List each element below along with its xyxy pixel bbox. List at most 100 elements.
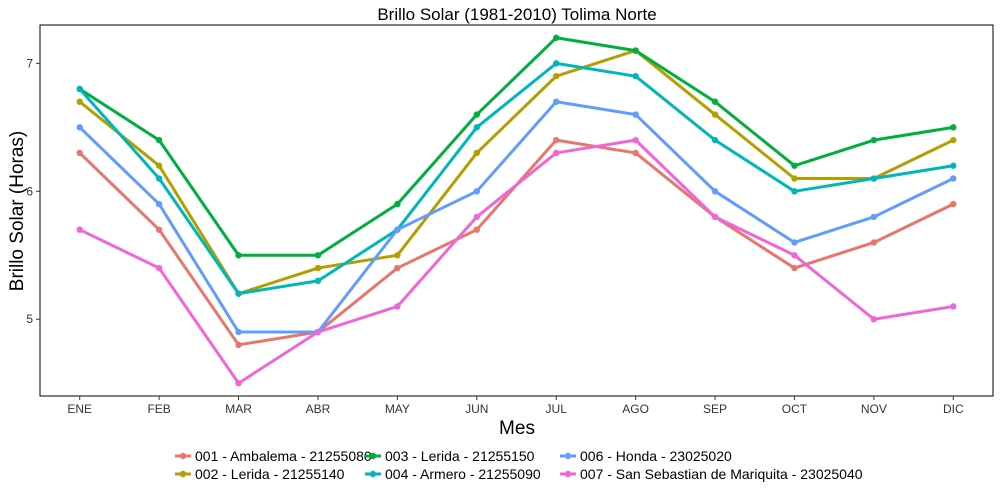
series-line	[78, 61, 955, 296]
series-line	[78, 36, 955, 257]
x-tick-label: AGO	[622, 402, 649, 416]
data-point	[394, 303, 401, 310]
data-point	[632, 111, 639, 118]
data-point	[155, 200, 163, 208]
data-point	[553, 72, 560, 80]
x-tick-label: JUL	[546, 402, 568, 416]
data-point	[235, 290, 242, 297]
series-group	[76, 136, 957, 387]
x-tick-label: ENE	[67, 402, 92, 416]
y-tick-label: 7	[26, 56, 33, 70]
data-point	[76, 226, 83, 233]
data-point	[950, 136, 957, 144]
legend-label: 002 - Lerida - 21255140	[195, 466, 345, 482]
data-point	[314, 277, 322, 285]
series-line	[78, 138, 955, 385]
data-point	[76, 98, 83, 105]
data-point	[155, 162, 163, 169]
data-point	[553, 60, 560, 67]
data-point	[553, 136, 560, 144]
x-tick-label: ABR	[306, 402, 331, 416]
data-point	[553, 34, 560, 41]
data-point	[553, 98, 560, 105]
data-point	[155, 264, 163, 272]
data-point	[394, 226, 401, 233]
data-point	[394, 252, 401, 259]
legend-item: 007 - San Sebastian de Mariquita - 23025…	[560, 466, 863, 482]
data-point	[950, 124, 957, 131]
x-tick-label: OCT	[782, 402, 808, 416]
y-tick-label: 6	[26, 184, 33, 198]
data-point	[950, 175, 957, 182]
x-tick-label: NOV	[861, 402, 887, 416]
legend-key-point	[564, 452, 572, 460]
data-point	[632, 136, 639, 144]
data-point	[235, 341, 242, 349]
legend-key-point	[369, 470, 377, 478]
legend-label: 004 - Armero - 21255090	[385, 466, 541, 482]
data-point	[155, 226, 163, 233]
data-point	[791, 188, 798, 195]
legend-item: 006 - Honda - 23025020	[560, 448, 732, 464]
x-tick-label: DIC	[943, 402, 964, 416]
y-axis-title: Brillo Solar (Horas)	[7, 131, 28, 291]
data-point	[553, 149, 560, 157]
data-point	[791, 162, 798, 169]
x-axis-title: Mes	[499, 418, 535, 439]
data-point	[155, 136, 163, 144]
legend-item: 002 - Lerida - 21255140	[175, 466, 345, 482]
data-point	[473, 213, 480, 221]
data-point	[394, 200, 401, 208]
legend-label: 007 - San Sebastian de Mariquita - 23025…	[580, 466, 863, 482]
data-point	[791, 252, 798, 259]
data-point	[473, 124, 480, 131]
data-point	[632, 72, 639, 80]
data-point	[235, 252, 242, 259]
chart-title: Brillo Solar (1981-2010) Tolima Norte	[377, 5, 656, 24]
legend-label: 001 - Ambalema - 21255080	[195, 448, 372, 464]
legend: 001 - Ambalema - 21255080 002 - Lerida - …	[175, 448, 863, 482]
data-point	[394, 264, 401, 272]
data-point	[235, 380, 242, 387]
data-point	[632, 149, 639, 157]
data-point	[711, 213, 719, 221]
data-point	[870, 239, 878, 246]
series-layer	[76, 34, 957, 387]
data-point	[711, 188, 719, 195]
x-axis: ENE FEB MAR ABR MAY JUN JUL AGO SEP OCT NOV DIC	[67, 396, 964, 416]
data-point	[791, 175, 798, 182]
data-point	[314, 252, 322, 259]
data-point	[950, 162, 957, 169]
data-point	[155, 175, 163, 182]
data-point	[950, 303, 957, 310]
legend-key-point	[179, 470, 187, 478]
data-point	[473, 188, 480, 195]
data-point	[711, 98, 719, 105]
x-tick-label: MAY	[385, 402, 410, 416]
legend-item: 003 - Lerida - 21255150	[365, 448, 535, 464]
data-point	[870, 316, 878, 323]
legend-item: 001 - Ambalema - 21255080	[175, 448, 372, 464]
y-axis: 5 6 7	[26, 56, 40, 326]
plot-panel	[39, 24, 994, 397]
series-line	[78, 100, 955, 334]
x-tick-label: SEP	[703, 402, 727, 416]
legend-label: 006 - Honda - 23025020	[580, 448, 732, 464]
data-point	[473, 111, 480, 118]
data-point	[235, 328, 242, 336]
data-point	[870, 213, 878, 221]
data-point	[632, 47, 639, 54]
data-point	[76, 149, 83, 157]
y-tick-label: 5	[26, 312, 33, 326]
legend-label: 003 - Lerida - 21255150	[385, 448, 535, 464]
data-point	[76, 85, 83, 93]
data-point	[473, 149, 480, 157]
x-tick-label: JUN	[465, 402, 488, 416]
series-group	[76, 98, 957, 336]
x-tick-label: MAR	[225, 402, 252, 416]
data-point	[950, 200, 957, 208]
data-point	[76, 124, 83, 131]
legend-key-point	[564, 470, 572, 478]
x-tick-label: FEB	[147, 402, 170, 416]
